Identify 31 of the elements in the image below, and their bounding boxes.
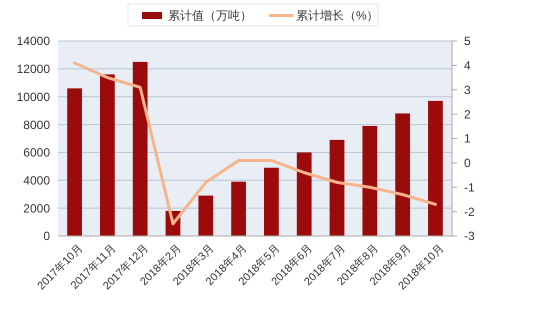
legend-label: 累计增长（%） [296, 8, 379, 23]
y2-tick-label: -2 [464, 204, 475, 219]
y2-tick-label: 5 [464, 34, 471, 48]
y-tick-label: 6000 [23, 146, 50, 160]
bar [395, 113, 410, 236]
y2-tick-label: 3 [464, 82, 471, 97]
y-tick-label: 8000 [23, 118, 50, 132]
bar [198, 196, 214, 236]
y2-tick-label: 1 [464, 132, 471, 146]
y-tick-label: 0 [43, 229, 50, 244]
y2-tick-label: -3 [464, 229, 475, 244]
y-tick-label: 10000 [16, 90, 50, 104]
y2-tick-label: 2 [464, 107, 471, 122]
y-tick-label: 4000 [23, 173, 50, 188]
line-series [73, 61, 437, 226]
y-tick-label: 2000 [23, 201, 50, 216]
bar [67, 88, 82, 236]
bar [100, 74, 115, 236]
bar [231, 182, 246, 236]
y2-tick-label: 0 [464, 156, 471, 170]
bar [264, 168, 279, 236]
bar [428, 100, 443, 236]
y2-tick-label: 4 [464, 58, 471, 73]
legend-label: 累计值（万吨） [168, 8, 252, 23]
y-tick-label: 12000 [16, 62, 50, 76]
bar [362, 126, 378, 236]
bar [296, 152, 312, 236]
y2-tick-label: -1 [464, 180, 475, 194]
bar [330, 140, 344, 236]
y-tick-label: 14000 [16, 34, 50, 48]
bar [132, 62, 148, 236]
